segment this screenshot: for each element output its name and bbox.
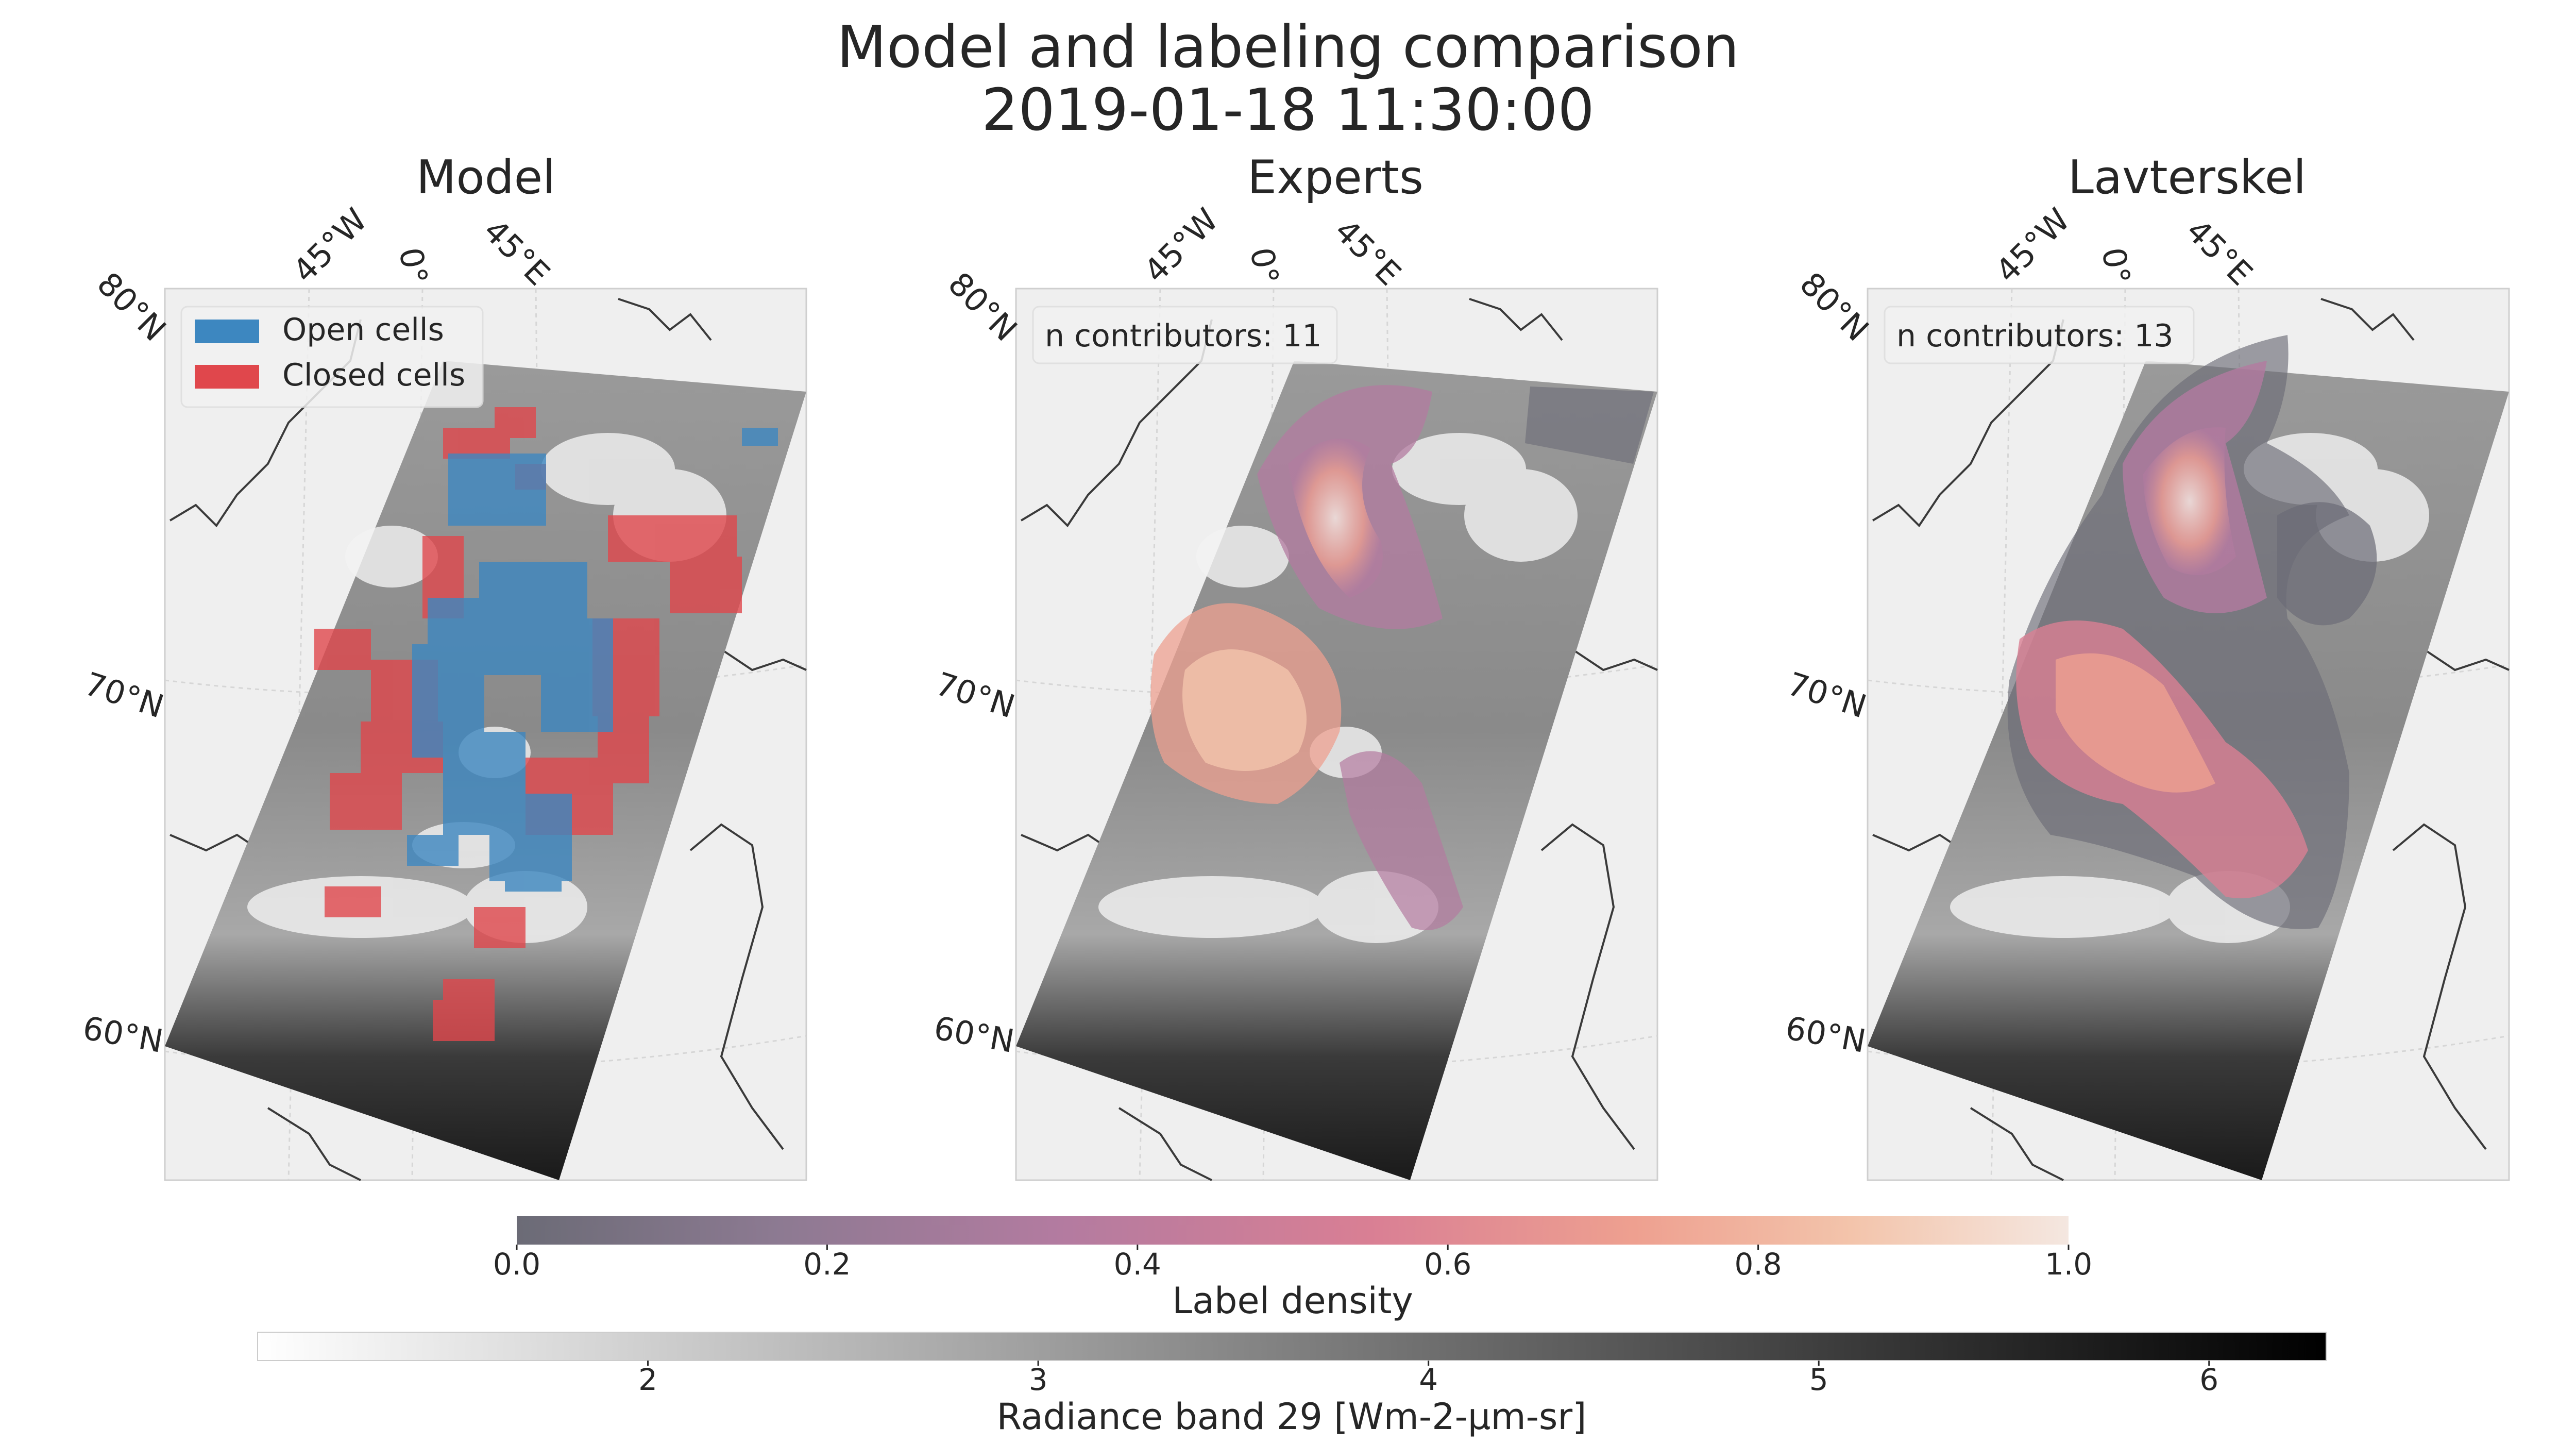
colorbar-density-tick-label: 0.2 bbox=[803, 1247, 851, 1282]
lat-label-80: 80°N bbox=[941, 265, 1024, 348]
lon-label-45e: 45°E bbox=[2179, 212, 2260, 293]
lon-label-45e: 45°E bbox=[1327, 212, 1408, 293]
colorbar-density-tick-label: 0.0 bbox=[493, 1247, 540, 1282]
panel-title: Experts bbox=[1247, 150, 1423, 205]
colorbar-radiance-tick-label: 2 bbox=[638, 1362, 657, 1397]
lat-label-70: 70°N bbox=[931, 665, 1019, 726]
panel-model: Model bbox=[80, 150, 806, 1180]
colorbar-radiance-bar bbox=[258, 1332, 2326, 1361]
colorbar-density-tick-label: 1.0 bbox=[2045, 1247, 2092, 1282]
legend-label-open: Open cells bbox=[282, 312, 444, 348]
lat-label-70: 70°N bbox=[80, 665, 168, 726]
legend-swatch-open bbox=[195, 320, 259, 343]
annotation-box: n contributors: 13 bbox=[1885, 307, 2194, 363]
colorbar-density-label: Label density bbox=[1172, 1280, 1413, 1322]
colorbar-density-tick-label: 0.6 bbox=[1424, 1247, 1471, 1282]
figure-title-line2: 2019-01-18 11:30:00 bbox=[981, 77, 1595, 144]
colorbar-radiance-ticks: 2 3 4 5 6 bbox=[638, 1361, 2218, 1397]
panel-title: Lavterskel bbox=[2068, 150, 2306, 205]
legend: Open cells Closed cells bbox=[181, 307, 483, 407]
figure-title-line1: Model and labeling comparison bbox=[837, 14, 1739, 81]
lat-label-60: 60°N bbox=[1783, 1009, 1869, 1060]
lon-label-45w: 45°W bbox=[1988, 201, 2077, 290]
lat-label-60: 60°N bbox=[931, 1009, 1017, 1060]
colorbar-density: 0.0 0.2 0.4 0.6 0.8 1.0 Label density bbox=[493, 1216, 2092, 1322]
lon-label-45w: 45°W bbox=[285, 201, 375, 290]
n-contributors-label: n contributors: 11 bbox=[1045, 318, 1322, 354]
lat-label-80: 80°N bbox=[90, 265, 173, 348]
colorbar-density-bar bbox=[517, 1216, 2069, 1245]
legend-swatch-closed bbox=[195, 365, 259, 389]
lat-label-80: 80°N bbox=[1792, 265, 1876, 348]
lat-label-70: 70°N bbox=[1783, 665, 1871, 726]
n-contributors-label: n contributors: 13 bbox=[1896, 318, 2174, 354]
lon-label-0: 0° bbox=[392, 245, 435, 287]
colorbar-radiance-label: Radiance band 29 [Wm-2-µm-sr] bbox=[997, 1396, 1587, 1438]
lon-label-45e: 45°E bbox=[476, 212, 557, 293]
panel-experts: Experts bbox=[931, 150, 1657, 1180]
annotation-box: n contributors: 11 bbox=[1033, 307, 1337, 363]
panel-lavterskel: Lavterskel bbox=[1783, 150, 2509, 1180]
colorbar-radiance-tick-label: 5 bbox=[1809, 1362, 1828, 1397]
lon-label-0: 0° bbox=[1243, 245, 1286, 287]
lon-label-45w: 45°W bbox=[1137, 201, 1226, 290]
colorbar-density-tick-label: 0.4 bbox=[1114, 1247, 1161, 1282]
colorbar-radiance-tick-label: 6 bbox=[2199, 1362, 2218, 1397]
colorbar-density-tick-label: 0.8 bbox=[1734, 1247, 1782, 1282]
colorbar-radiance-tick-label: 3 bbox=[1029, 1362, 1048, 1397]
colorbar-radiance-tick-label: 4 bbox=[1419, 1362, 1438, 1397]
lat-label-60: 60°N bbox=[80, 1009, 166, 1060]
colorbar-radiance: 2 3 4 5 6 Radiance band 29 [Wm-2-µm-sr] bbox=[258, 1332, 2326, 1438]
colorbar-density-ticks: 0.0 0.2 0.4 0.6 0.8 1.0 bbox=[493, 1245, 2092, 1282]
panel-title: Model bbox=[416, 150, 555, 205]
legend-label-closed: Closed cells bbox=[282, 357, 465, 393]
lon-label-0: 0° bbox=[2094, 245, 2138, 287]
